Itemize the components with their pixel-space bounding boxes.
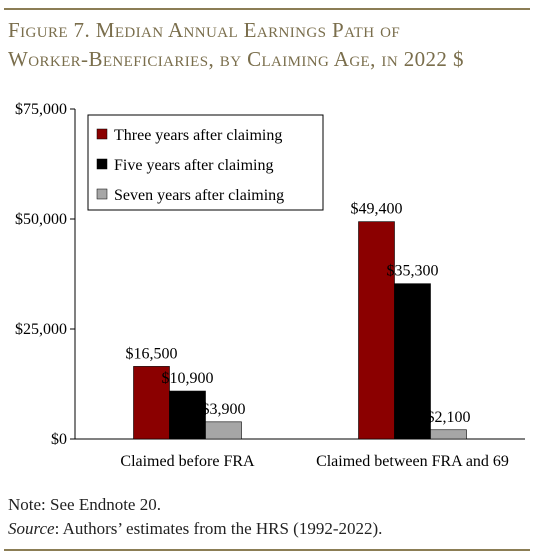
data-label: $3,900	[202, 401, 246, 418]
bar	[358, 221, 395, 440]
y-tick-label: $0	[51, 431, 67, 448]
y-tick-label: $75,000	[15, 101, 67, 118]
bar	[394, 283, 431, 440]
legend-label: Seven years after claiming	[114, 187, 284, 204]
data-label: $35,300	[387, 263, 439, 280]
source-text: : Authors’ estimates from the HRS (1992-…	[54, 519, 383, 538]
top-rule	[4, 8, 530, 10]
legend-label: Five years after claiming	[114, 157, 274, 174]
y-tick-label: $25,000	[15, 321, 67, 338]
bar	[133, 366, 170, 440]
source-line: Source: Authors’ estimates from the HRS …	[8, 517, 382, 541]
source-label: Source	[8, 519, 55, 538]
legend-swatch	[96, 158, 108, 170]
data-label: $10,900	[162, 370, 214, 387]
figure-notes: Note: See Endnote 20. Source: Authors’ e…	[8, 493, 382, 541]
bar	[430, 429, 467, 440]
data-label: $49,400	[351, 201, 403, 218]
figure-title: Figure 7. Median Annual Earnings Path of…	[8, 16, 530, 74]
bar-chart: $0 $25,000 $50,000 $75,000 $16,500 $10,900 $3,…	[15, 101, 525, 470]
legend-box	[87, 114, 324, 211]
legend-label: Three years after claiming	[114, 127, 282, 144]
data-label: $16,500	[126, 345, 178, 362]
title-line-2: Worker-Beneficiaries, by Claiming Age, i…	[8, 47, 464, 71]
note-line: Note: See Endnote 20.	[8, 495, 161, 514]
data-label: $2,100	[427, 409, 471, 426]
legend-swatch	[96, 188, 108, 200]
legend-swatch	[96, 128, 108, 140]
title-line-1: Figure 7. Median Annual Earnings Path of	[8, 18, 401, 42]
category-label: Claimed between FRA and 69	[316, 453, 509, 470]
category-label: Claimed before FRA	[120, 453, 255, 470]
bottom-rule	[4, 549, 530, 551]
bar	[169, 390, 206, 440]
y-tick-label: $50,000	[15, 211, 67, 228]
bar	[205, 421, 242, 440]
